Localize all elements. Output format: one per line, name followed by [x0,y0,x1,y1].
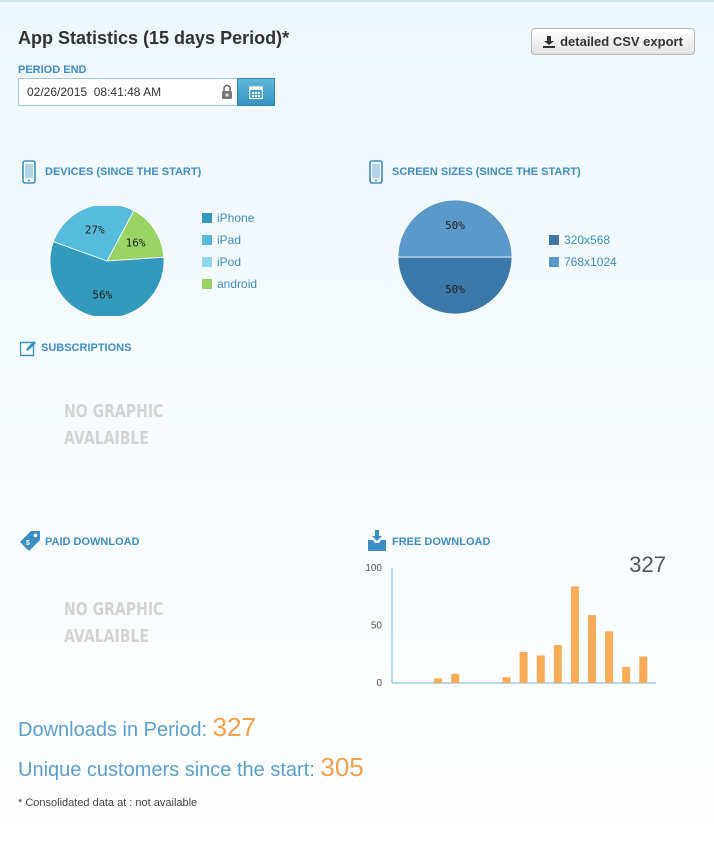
legend-item-768x1024: 768x1024 [549,251,617,273]
bar [605,631,614,683]
legend-item-iphone: iPhone [202,207,257,229]
legend-label: iPod [217,255,242,269]
legend-label: 320x568 [564,233,611,247]
csv-export-button[interactable]: detailed CSV export [531,28,695,55]
legend-label: iPad [217,233,242,247]
pie-data-label: 16% [126,237,146,250]
pie-data-label: 56% [92,289,112,302]
paid-download-heading: PAID DOWNLOAD [45,536,140,548]
lock-icon [222,84,232,99]
free-download-bar-chart: 0 50 100 327 [365,552,666,689]
bar [502,677,511,683]
svg-text:$: $ [26,540,30,547]
placeholder-line: NO GRAPHIC [64,401,164,422]
legend-swatch [549,257,559,267]
price-tag-icon: $ [20,531,40,551]
bar [622,666,631,683]
legend-item-android: android [202,273,257,295]
page-title: App Statistics (15 days Period)* [18,28,290,48]
edit-icon [20,341,36,357]
screen-sizes-pie-group: 50% 50% [397,199,513,315]
downloads-value: 327 [212,712,256,742]
placeholder-line: NO GRAPHIC [64,599,164,620]
free-download-total: 327 [629,552,666,577]
pie-slice-320x568 [397,256,513,315]
legend-label: iPhone [217,211,255,225]
bar [588,615,596,683]
legend-item-ipad: iPad [202,229,257,251]
calendar-button[interactable] [237,78,275,106]
free-download-heading: FREE DOWNLOAD [392,536,491,548]
y-tick-label: 100 [365,563,382,574]
free-download-bars: 0 50 100 327 [365,552,666,689]
bar [519,651,528,683]
pie-slice-768x1024 [397,199,513,258]
legend-swatch [202,279,212,289]
y-tick-label: 50 [371,621,383,632]
unique-customers-value: 305 [320,752,364,782]
pie-slice-ipad [52,206,135,262]
devices-pie-chart: 16% 56% 27% [50,206,165,316]
unique-customers-label: Unique customers since the start: [18,759,315,781]
screen-sizes-legend: 320x568 768x1024 [549,229,617,273]
pie-slice-iphone [50,241,165,316]
bar [570,586,579,683]
subscriptions-placeholder: NO GRAPHIC AVALAIBLE [64,398,163,452]
legend-swatch [202,213,212,223]
devices-heading: DEVICES (SINCE THE START) [45,166,202,178]
legend-swatch [549,235,559,245]
devices-legend: iPhone iPad iPod android [202,207,257,295]
download-box-icon [368,530,386,551]
subscriptions-heading: SUBSCRIPTIONS [41,342,132,354]
screen-sizes-pie-chart: 50% 50% [397,199,513,315]
top-divider [0,0,714,2]
pie-data-label: 27% [85,223,105,236]
csv-export-label: detailed CSV export [560,34,683,49]
screen-sizes-heading: SCREEN SIZES (SINCE THE START) [392,166,581,178]
legend-label: 768x1024 [564,255,617,269]
pie-data-label: 50% [445,219,465,232]
pie-data-label: 50% [445,283,465,296]
calendar-icon [249,86,263,99]
downloads-label: Downloads in Period: [18,719,207,741]
placeholder-line: AVALAIBLE [64,428,149,449]
bar [434,678,443,683]
legend-swatch [202,235,212,245]
consolidated-footnote: * Consolidated data at : not available [18,797,198,809]
devices-pie-group: 16% 56% 27% [50,206,165,316]
period-end-input[interactable] [18,78,238,106]
legend-swatch [202,257,212,267]
unique-customers: Unique customers since the start: 305 [18,752,364,783]
paid-download-placeholder: NO GRAPHIC AVALAIBLE [64,596,163,650]
y-tick-label: 0 [376,678,382,689]
phone-icon [369,160,383,184]
legend-label: android [217,277,258,291]
pie-slice-android [106,210,165,262]
bar [536,655,545,683]
period-end-label: PERIOD END [18,64,87,76]
downloads-in-period: Downloads in Period: 327 [18,712,256,743]
legend-item-320x568: 320x568 [549,229,617,251]
bar [639,656,648,683]
phone-icon [22,160,36,184]
legend-item-ipod: iPod [202,251,257,273]
bar [553,645,562,683]
download-icon [543,35,556,48]
placeholder-line: AVALAIBLE [64,626,149,647]
bar [451,673,460,683]
